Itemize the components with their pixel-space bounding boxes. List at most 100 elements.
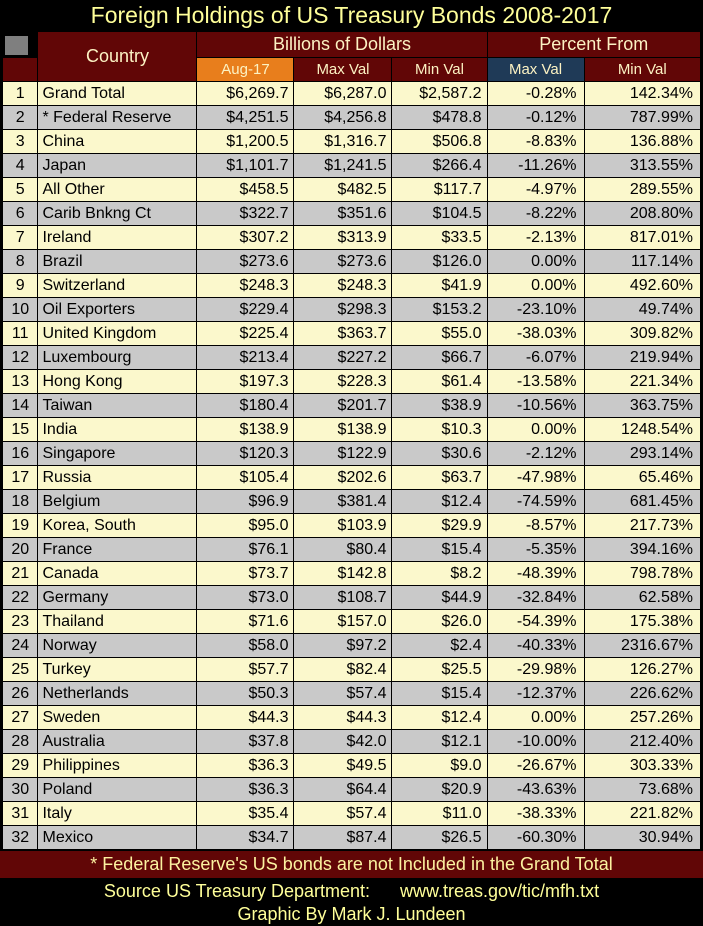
rank-cell: 32 — [1, 825, 39, 851]
pct-from-min-cell: 208.80% — [583, 201, 702, 226]
min-val-dollars-cell: $63.7 — [391, 465, 488, 490]
pct-from-max-cell: -23.10% — [486, 297, 585, 322]
min-val-dollars-cell: $44.9 — [391, 585, 488, 610]
min-val-dollars-cell: $15.4 — [391, 537, 488, 562]
country-cell: * Federal Reserve — [37, 105, 198, 130]
pct-from-min-cell: 30.94% — [583, 825, 702, 851]
country-cell: Philippines — [37, 753, 198, 778]
rank-cell: 11 — [1, 321, 39, 346]
credit-line: Graphic By Mark J. Lundeen — [237, 904, 466, 924]
pct-from-max-cell: -0.28% — [486, 81, 585, 106]
table-body: 1 Grand Total $6,269.7 $6,287.0 $2,587.2 -0.2… — [1, 81, 702, 851]
aug17-value-cell: $73.0 — [196, 585, 295, 610]
table-row: 26 Netherlands $50.3 $57.4 $15.4 -12.37% 226.6… — [1, 681, 702, 706]
pct-from-min-cell: 303.33% — [583, 753, 702, 778]
pct-from-min-cell: 313.55% — [583, 153, 702, 178]
country-cell: Canada — [37, 561, 198, 586]
min-val-dollars-cell: $29.9 — [391, 513, 488, 538]
min-val-dollars-cell: $61.4 — [391, 369, 488, 394]
max-val-dollars-cell: $44.3 — [293, 705, 393, 730]
max-val-dollars-cell: $273.6 — [293, 249, 393, 274]
pct-from-min-cell: 221.82% — [583, 801, 702, 826]
pct-from-max-cell: -13.58% — [486, 369, 585, 394]
pct-from-min-cell: 394.16% — [583, 537, 702, 562]
rank-cell: 18 — [1, 489, 39, 514]
rank-cell: 2 — [1, 105, 39, 130]
pct-from-min-cell: 2316.67% — [583, 633, 702, 658]
rank-cell: 26 — [1, 681, 39, 706]
table-row: 19 Korea, South $95.0 $103.9 $29.9 -8.57% 217.… — [1, 513, 702, 538]
rank-cell: 30 — [1, 777, 39, 802]
rank-cell: 6 — [1, 201, 39, 226]
holdings-table: Country Billions of Dollars Percent From… — [0, 30, 703, 851]
rank-cell: 9 — [1, 273, 39, 298]
source-url: www.treas.gov/tic/mfh.txt — [400, 881, 600, 901]
pct-from-max-cell: -60.30% — [486, 825, 585, 851]
source-label: Source US Treasury Department: — [103, 881, 371, 901]
aug17-value-cell: $273.6 — [196, 249, 295, 274]
pct-from-min-cell: 787.99% — [583, 105, 702, 130]
table-row: 29 Philippines $36.3 $49.5 $9.0 -26.67% 303.33… — [1, 753, 702, 778]
pct-from-min-cell: 363.75% — [583, 393, 702, 418]
min-val-dollars-cell: $20.9 — [391, 777, 488, 802]
country-cell: Carib Bnkng Ct — [37, 201, 198, 226]
pct-from-max-cell: 0.00% — [486, 705, 585, 730]
aug17-value-cell: $225.4 — [196, 321, 295, 346]
table-row: 6 Carib Bnkng Ct $322.7 $351.6 $104.5 -8.22% 2… — [1, 201, 702, 226]
pct-from-min-cell: 65.46% — [583, 465, 702, 490]
pct-from-max-cell: -29.98% — [486, 657, 585, 682]
aug17-value-cell: $307.2 — [196, 225, 295, 250]
min-val-dollars-cell: $2.4 — [391, 633, 488, 658]
pct-from-max-cell: 0.00% — [486, 273, 585, 298]
min-val-dollars-cell: $266.4 — [391, 153, 488, 178]
pct-from-max-cell: -38.33% — [486, 801, 585, 826]
pct-from-min-cell: 117.14% — [583, 249, 702, 274]
aug17-value-cell: $1,200.5 — [196, 129, 295, 154]
max-val-dollars-cell: $313.9 — [293, 225, 393, 250]
table-row: 21 Canada $73.7 $142.8 $8.2 -48.39% 798.78% — [1, 561, 702, 586]
min-val-dollars-cell: $11.0 — [391, 801, 488, 826]
pct-from-max-cell: -38.03% — [486, 321, 585, 346]
rank-cell: 13 — [1, 369, 39, 394]
aug17-value-cell: $120.3 — [196, 441, 295, 466]
pct-from-max-cell: -4.97% — [486, 177, 585, 202]
table-header: Country Billions of Dollars Percent From… — [1, 30, 702, 82]
max-val-dollars-cell: $363.7 — [293, 321, 393, 346]
min-val-dollars-cell: $478.8 — [391, 105, 488, 130]
country-cell: China — [37, 129, 198, 154]
column-header-min-val-dollars: Min Val — [391, 57, 488, 82]
pct-from-min-cell: 293.14% — [583, 441, 702, 466]
country-cell: Australia — [37, 729, 198, 754]
page-title: Foreign Holdings of US Treasury Bonds 20… — [90, 1, 613, 28]
table-row: 15 India $138.9 $138.9 $10.3 0.00% 1248.54% — [1, 417, 702, 442]
max-val-dollars-cell: $97.2 — [293, 633, 393, 658]
table-row: 10 Oil Exporters $229.4 $298.3 $153.2 -23.10%… — [1, 297, 702, 322]
max-val-dollars-cell: $138.9 — [293, 417, 393, 442]
pct-from-min-cell: 49.74% — [583, 297, 702, 322]
rank-cell: 25 — [1, 657, 39, 682]
country-cell: France — [37, 537, 198, 562]
max-val-dollars-cell: $1,316.7 — [293, 129, 393, 154]
table-row: 7 Ireland $307.2 $313.9 $33.5 -2.13% 817.01% — [1, 225, 702, 250]
rank-cell: 17 — [1, 465, 39, 490]
rank-cell: 3 — [1, 129, 39, 154]
min-val-dollars-cell: $126.0 — [391, 249, 488, 274]
aug17-value-cell: $322.7 — [196, 201, 295, 226]
country-cell: Poland — [37, 777, 198, 802]
select-all-corner — [4, 36, 28, 55]
table-row: 23 Thailand $71.6 $157.0 $26.0 -54.39% 175.38% — [1, 609, 702, 634]
table-row: 2 * Federal Reserve $4,251.5 $4,256.8 $478.8… — [1, 105, 702, 130]
aug17-value-cell: $105.4 — [196, 465, 295, 490]
pct-from-max-cell: -43.63% — [486, 777, 585, 802]
country-cell: Hong Kong — [37, 369, 198, 394]
table-row: 11 United Kingdom $225.4 $363.7 $55.0 -38.03%… — [1, 321, 702, 346]
aug17-value-cell: $34.7 — [196, 825, 295, 851]
table-row: 5 All Other $458.5 $482.5 $117.7 -4.97% 289.55… — [1, 177, 702, 202]
max-val-dollars-cell: $157.0 — [293, 609, 393, 634]
corner-cell — [1, 30, 39, 58]
min-val-dollars-cell: $8.2 — [391, 561, 488, 586]
pct-from-max-cell: -74.59% — [486, 489, 585, 514]
rank-cell: 16 — [1, 441, 39, 466]
table-row: 12 Luxembourg $213.4 $227.2 $66.7 -6.07% 219.9… — [1, 345, 702, 370]
aug17-value-cell: $138.9 — [196, 417, 295, 442]
